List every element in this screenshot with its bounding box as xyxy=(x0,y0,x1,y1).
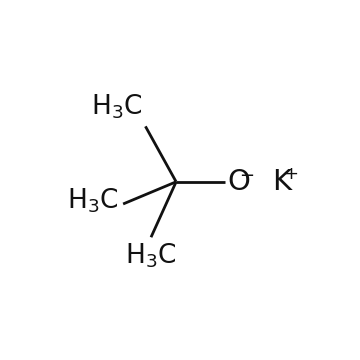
Text: $\mathregular{H_3C}$: $\mathregular{H_3C}$ xyxy=(67,187,119,215)
Text: $+$: $+$ xyxy=(283,165,298,183)
Text: $\mathregular{H_3C}$: $\mathregular{H_3C}$ xyxy=(125,242,177,270)
Text: $\mathregular{H_3C}$: $\mathregular{H_3C}$ xyxy=(91,92,143,121)
Text: O: O xyxy=(227,168,250,196)
Text: $-$: $-$ xyxy=(239,165,254,183)
Text: K: K xyxy=(273,168,292,196)
